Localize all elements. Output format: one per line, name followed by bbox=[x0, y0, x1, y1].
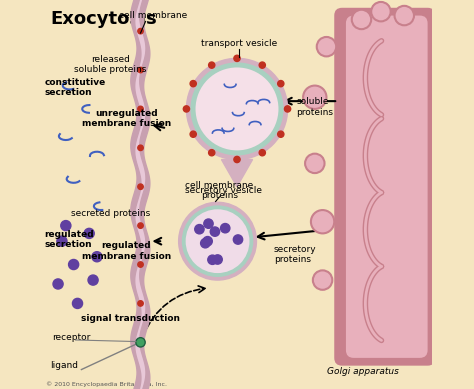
Circle shape bbox=[195, 224, 204, 234]
Circle shape bbox=[186, 58, 288, 159]
Text: regulated
secretion: regulated secretion bbox=[45, 230, 94, 249]
Circle shape bbox=[138, 223, 143, 228]
Circle shape bbox=[259, 62, 265, 68]
Circle shape bbox=[201, 238, 210, 248]
Circle shape bbox=[138, 301, 143, 306]
Circle shape bbox=[182, 205, 253, 277]
Circle shape bbox=[284, 106, 291, 112]
Text: cell membrane: cell membrane bbox=[119, 11, 188, 19]
Text: Golgi apparatus: Golgi apparatus bbox=[328, 367, 400, 376]
Circle shape bbox=[371, 2, 391, 21]
Circle shape bbox=[352, 10, 371, 29]
Circle shape bbox=[73, 298, 82, 308]
Circle shape bbox=[317, 37, 336, 56]
Circle shape bbox=[190, 81, 196, 87]
Circle shape bbox=[394, 6, 414, 25]
Circle shape bbox=[234, 156, 240, 163]
Circle shape bbox=[53, 279, 63, 289]
Text: cell membrane
proteins: cell membrane proteins bbox=[185, 181, 254, 200]
Circle shape bbox=[136, 338, 145, 347]
Text: © 2010 Encyclopaedia Britannica, Inc.: © 2010 Encyclopaedia Britannica, Inc. bbox=[46, 381, 167, 387]
Circle shape bbox=[191, 62, 283, 156]
Circle shape bbox=[179, 202, 256, 280]
Circle shape bbox=[61, 221, 71, 231]
Text: secretory
proteins: secretory proteins bbox=[274, 245, 317, 265]
Circle shape bbox=[138, 184, 143, 189]
Text: constitutive
secretion: constitutive secretion bbox=[45, 78, 106, 97]
Circle shape bbox=[220, 224, 230, 233]
Circle shape bbox=[259, 150, 265, 156]
Text: unregulated
membrane fusion: unregulated membrane fusion bbox=[82, 109, 171, 128]
Text: soluble
proteins: soluble proteins bbox=[296, 97, 333, 117]
Circle shape bbox=[303, 86, 327, 109]
Text: ligand: ligand bbox=[50, 361, 78, 370]
Circle shape bbox=[92, 252, 102, 262]
FancyBboxPatch shape bbox=[346, 16, 428, 358]
Circle shape bbox=[204, 219, 213, 228]
Text: receptor: receptor bbox=[52, 333, 91, 342]
Circle shape bbox=[209, 150, 215, 156]
Circle shape bbox=[196, 67, 278, 151]
FancyBboxPatch shape bbox=[334, 8, 436, 366]
Circle shape bbox=[84, 228, 94, 238]
Text: Exocytosis: Exocytosis bbox=[50, 10, 157, 28]
Circle shape bbox=[57, 236, 67, 246]
Circle shape bbox=[213, 255, 222, 264]
Circle shape bbox=[209, 62, 215, 68]
Circle shape bbox=[203, 237, 212, 246]
Circle shape bbox=[138, 28, 143, 34]
Circle shape bbox=[210, 227, 219, 236]
Circle shape bbox=[278, 81, 284, 87]
Text: secretory vesicle: secretory vesicle bbox=[185, 186, 262, 195]
Circle shape bbox=[69, 259, 79, 270]
Circle shape bbox=[305, 154, 325, 173]
Text: regulated
membrane fusion: regulated membrane fusion bbox=[82, 241, 171, 261]
Circle shape bbox=[278, 131, 284, 137]
Text: secreted proteins: secreted proteins bbox=[71, 209, 150, 218]
Circle shape bbox=[138, 67, 143, 73]
Circle shape bbox=[190, 131, 196, 137]
Circle shape bbox=[234, 55, 240, 61]
Circle shape bbox=[208, 255, 217, 265]
Circle shape bbox=[233, 235, 243, 244]
Text: released
soluble proteins: released soluble proteins bbox=[74, 54, 147, 74]
Circle shape bbox=[311, 210, 334, 233]
Circle shape bbox=[183, 106, 190, 112]
Text: transport vesicle: transport vesicle bbox=[201, 39, 277, 48]
Circle shape bbox=[88, 275, 98, 285]
Circle shape bbox=[138, 340, 143, 345]
Polygon shape bbox=[221, 159, 253, 187]
Circle shape bbox=[138, 106, 143, 112]
Text: signal transduction: signal transduction bbox=[81, 314, 180, 323]
Circle shape bbox=[138, 262, 143, 267]
Circle shape bbox=[138, 145, 143, 151]
Circle shape bbox=[186, 209, 249, 273]
Circle shape bbox=[313, 270, 332, 290]
